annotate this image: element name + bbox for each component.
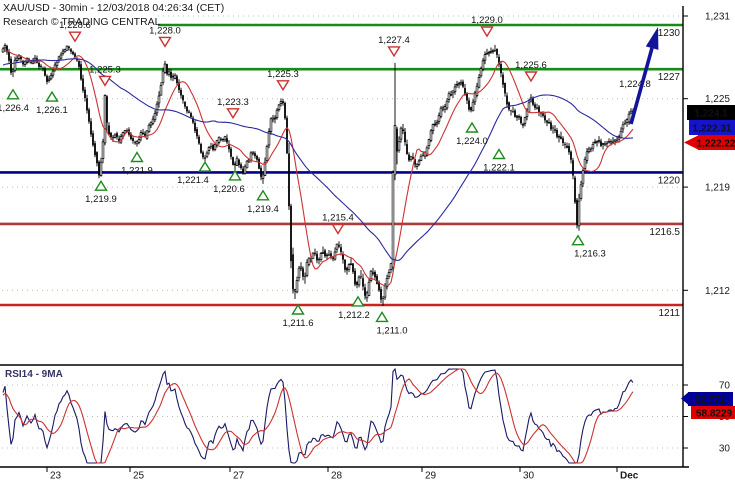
sell-signal-label: 1,229.0 bbox=[471, 15, 503, 26]
x-tick-label: Dec bbox=[620, 471, 639, 480]
buy-signal-label: 1,211.6 bbox=[283, 318, 314, 329]
rsi-value-box-value: 62.772 bbox=[695, 395, 726, 406]
buy-signal-triangle-icon bbox=[375, 311, 389, 323]
x-tick-label: 28 bbox=[331, 471, 343, 480]
buy-signal-triangle-icon bbox=[228, 169, 242, 181]
y-tick-label: 1,231 bbox=[705, 12, 730, 23]
chart-credit: Research © TRADING CENTRAL bbox=[3, 16, 161, 28]
last-price-box-value: 1,224.1 bbox=[694, 109, 728, 120]
sell-signal-triangle-icon bbox=[387, 46, 401, 58]
rsi-value-arrow-icon bbox=[681, 392, 688, 405]
ask-price-arrow-icon bbox=[684, 135, 698, 150]
buy-signal-triangle-icon bbox=[6, 88, 20, 100]
sell-signal-triangle-icon bbox=[68, 31, 82, 43]
gridlines-layer bbox=[2, 15, 681, 449]
moving-averages-layer bbox=[2, 50, 634, 287]
rsi-line bbox=[2, 367, 634, 464]
candle-wicks bbox=[2, 43, 634, 306]
x-tick-label: 27 bbox=[233, 471, 245, 480]
y-tick-label: 1,219 bbox=[705, 183, 730, 194]
bid-price-box-bg bbox=[689, 120, 735, 135]
ask-price-box-bg bbox=[698, 135, 735, 150]
projection-arrow bbox=[629, 27, 659, 125]
sell-signal-triangle-icon bbox=[331, 223, 345, 235]
last-price-box-bg bbox=[687, 105, 735, 120]
sell-signal-label: 1,228.6 bbox=[59, 20, 91, 31]
rsi-ma-value-box: 58.8229 bbox=[691, 406, 735, 419]
buy-signal-triangle-icon bbox=[45, 90, 59, 102]
rsi-value-box-bg bbox=[688, 392, 733, 406]
last-price-box: 1,224.1 bbox=[687, 105, 735, 120]
buy-signal-label: 1,212.2 bbox=[338, 310, 370, 321]
projection-arrow-head bbox=[645, 27, 659, 50]
sell-signal-triangle-icon bbox=[158, 36, 172, 48]
x-tick-label: 25 bbox=[133, 471, 145, 480]
buy-signal-label: 1,219.4 bbox=[247, 204, 279, 215]
rsi-ma-value-box-value: 58.8229 bbox=[696, 408, 733, 419]
ask-price-box-value: 1,222.22 bbox=[697, 139, 735, 150]
rsi-lines-layer bbox=[2, 367, 634, 464]
x-tick-label: 29 bbox=[425, 471, 437, 480]
buy-signal-triangle-icon bbox=[130, 151, 144, 163]
sell-signal-triangle-icon bbox=[524, 71, 538, 83]
buy-signal-triangle-icon bbox=[351, 295, 365, 307]
buy-signal-triangle-icon bbox=[465, 121, 479, 133]
chart-title: XAU/USD - 30min - 12/03/2018 04:26:34 (C… bbox=[3, 2, 224, 14]
sell-signal-triangle-icon bbox=[480, 26, 494, 38]
buy-signal-triangle-icon bbox=[198, 160, 212, 172]
buy-signal-label: 1,224.0 bbox=[456, 136, 488, 147]
y-tick-label: 1,212 bbox=[705, 286, 730, 297]
sell-signal-label: 1,228.0 bbox=[149, 25, 181, 36]
buy-signal-label: 1,220.6 bbox=[213, 184, 245, 195]
rsi-value-box: 62.772 bbox=[681, 392, 733, 406]
buy-signal-triangle-icon bbox=[571, 234, 585, 246]
buy-signal-label: 1,221.9 bbox=[121, 166, 153, 177]
sell-signal-label: 1,215.4 bbox=[322, 213, 354, 224]
buy-signal-label: 1,221.4 bbox=[177, 175, 209, 186]
level-label-1220: 1220 bbox=[658, 175, 681, 186]
fast-ma-line bbox=[2, 50, 634, 287]
candlestick-series bbox=[1, 43, 634, 306]
sell-signal-label: 1,225.3 bbox=[267, 69, 299, 80]
rsi-tick-label: 30 bbox=[719, 444, 731, 455]
y-tick-label: 1,225 bbox=[705, 94, 730, 105]
axes-layer: 1,2311,2251,2191,212705030232527282930De… bbox=[46, 12, 731, 480]
last-high-annotation: 1,224.8 bbox=[619, 79, 651, 90]
signal-triangles-layer: 1,226.4 1,226.1 1,219.9 1,221.9 1,221.4 1,220… bbox=[0, 15, 606, 336]
buy-signal-label: 1,222.1 bbox=[483, 163, 515, 174]
level-label-1216.5: 1216.5 bbox=[649, 227, 680, 238]
sell-signal-triangle-icon bbox=[226, 108, 240, 120]
buy-signal-triangle-icon bbox=[256, 189, 270, 201]
buy-signal-label: 1,211.0 bbox=[377, 325, 408, 336]
sell-signal-label: 1,225.3 bbox=[89, 64, 121, 75]
sell-signal-triangle-icon bbox=[98, 75, 112, 87]
bid-price-box: 1,222.31 bbox=[689, 120, 735, 135]
sell-signal-label: 1,225.6 bbox=[515, 60, 547, 71]
rsi-label: RSI14 - 9MA bbox=[5, 369, 63, 380]
buy-signal-label: 1,226.1 bbox=[36, 105, 68, 116]
rsi-ma-line bbox=[2, 368, 634, 464]
bid-price-box-value: 1,222.31 bbox=[693, 124, 732, 135]
buy-signal-triangle-icon bbox=[94, 179, 108, 191]
ask-price-box: 1,222.22 bbox=[684, 135, 735, 150]
level-label-1227: 1227 bbox=[658, 72, 681, 83]
buy-signal-triangle-icon bbox=[492, 148, 506, 160]
sell-signal-label: 1,227.4 bbox=[378, 35, 410, 46]
sell-signal-label: 1,223.3 bbox=[217, 97, 249, 108]
buy-signal-label: 1,216.3 bbox=[574, 249, 606, 260]
sell-signal-triangle-icon bbox=[276, 80, 290, 92]
rsi-ma-value-box-bg bbox=[691, 406, 735, 419]
level-label-1230: 1230 bbox=[658, 28, 681, 39]
x-tick-label: 30 bbox=[523, 471, 535, 480]
level-label-1211: 1211 bbox=[658, 308, 680, 319]
rsi-tick-label: 70 bbox=[719, 381, 731, 392]
projection-arrow-shaft bbox=[629, 47, 654, 125]
buy-signal-label: 1,226.4 bbox=[0, 103, 29, 114]
buy-signal-triangle-icon bbox=[291, 303, 305, 315]
support-resistance-layer: 1230 1227 1220 1216.5 1211 bbox=[0, 23, 683, 319]
buy-signal-label: 1,219.9 bbox=[85, 194, 117, 205]
x-tick-label: 23 bbox=[50, 471, 62, 480]
